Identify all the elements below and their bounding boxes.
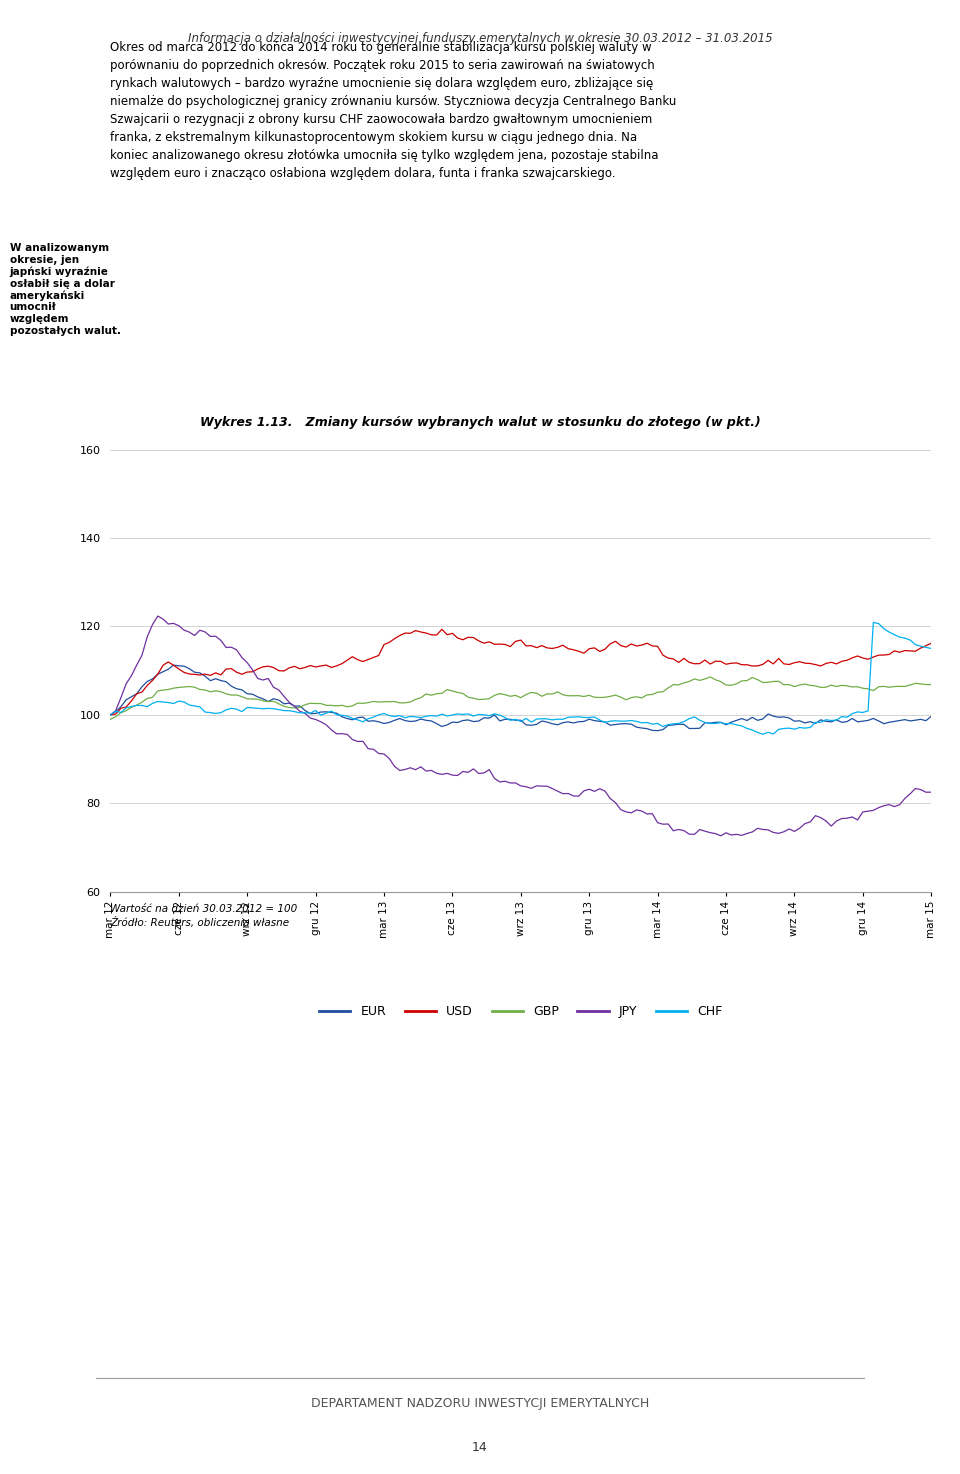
GBP	[325, 697, 337, 715]
USD	[131, 685, 142, 703]
JPY	[131, 656, 142, 674]
JPY	[584, 780, 595, 797]
GBP	[131, 696, 142, 713]
CHF	[578, 709, 589, 727]
CHF	[325, 702, 337, 719]
USD	[773, 650, 784, 668]
EUR	[415, 710, 426, 728]
EUR	[584, 710, 595, 728]
USD	[584, 640, 595, 657]
Text: Wartość na dzień 30.03.2012 = 100: Wartość na dzień 30.03.2012 = 100	[110, 904, 298, 914]
CHF	[131, 697, 142, 715]
Text: Źródło: Reuters, obliczenia własne: Źródło: Reuters, obliczenia własne	[110, 917, 290, 927]
Line: GBP: GBP	[110, 677, 931, 719]
EUR	[147, 671, 158, 688]
GBP	[705, 668, 716, 685]
EUR	[331, 705, 343, 722]
Text: W analizowanym
okresie, jen
japński wyraźnie
osłabił się a dolar
amerykański
umo: W analizowanym okresie, jen japński wyra…	[10, 243, 121, 336]
CHF	[410, 708, 421, 725]
JPY	[147, 616, 158, 634]
JPY	[925, 783, 937, 800]
Line: JPY: JPY	[110, 616, 931, 836]
CHF	[757, 725, 769, 743]
JPY	[715, 827, 727, 845]
USD	[105, 706, 116, 724]
CHF	[868, 613, 879, 631]
USD	[436, 621, 447, 638]
EUR	[925, 708, 937, 725]
CHF	[147, 694, 158, 712]
GBP	[410, 690, 421, 708]
EUR	[131, 685, 142, 703]
Legend: EUR, USD, GBP, JPY, CHF: EUR, USD, GBP, JPY, CHF	[314, 1001, 728, 1023]
USD	[410, 622, 421, 640]
USD	[147, 672, 158, 690]
JPY	[331, 725, 343, 743]
EUR	[652, 722, 663, 740]
CHF	[925, 640, 937, 657]
GBP	[147, 688, 158, 706]
JPY	[105, 706, 116, 724]
USD	[325, 659, 337, 677]
GBP	[925, 675, 937, 693]
Line: USD: USD	[110, 629, 931, 715]
Text: Informacja o działalności inwestycyjnej funduszy emerytalnych w okresie 30.03.20: Informacja o działalności inwestycyjnej …	[188, 32, 772, 46]
EUR	[168, 656, 180, 674]
Text: Wykres 1.13.   Zmiany kursów wybranych walut w stosunku do złotego (w pkt.): Wykres 1.13. Zmiany kursów wybranych wal…	[200, 416, 760, 429]
Line: EUR: EUR	[110, 665, 931, 731]
Text: 14: 14	[472, 1442, 488, 1453]
CHF	[105, 706, 116, 724]
GBP	[578, 687, 589, 705]
JPY	[152, 607, 163, 625]
GBP	[773, 672, 784, 690]
JPY	[779, 822, 790, 840]
USD	[925, 634, 937, 652]
GBP	[105, 710, 116, 728]
Line: CHF: CHF	[110, 622, 931, 734]
Text: DEPARTAMENT NADZORU INWESTYCJI EMERYTALNYCH: DEPARTAMENT NADZORU INWESTYCJI EMERYTALN…	[311, 1397, 649, 1409]
EUR	[105, 706, 116, 724]
Text: Okres od marca 2012 do końca 2014 roku to generalnie stabilizacja kursu polskiej: Okres od marca 2012 do końca 2014 roku t…	[110, 41, 677, 180]
CHF	[773, 721, 784, 738]
JPY	[415, 758, 426, 775]
EUR	[779, 708, 790, 725]
